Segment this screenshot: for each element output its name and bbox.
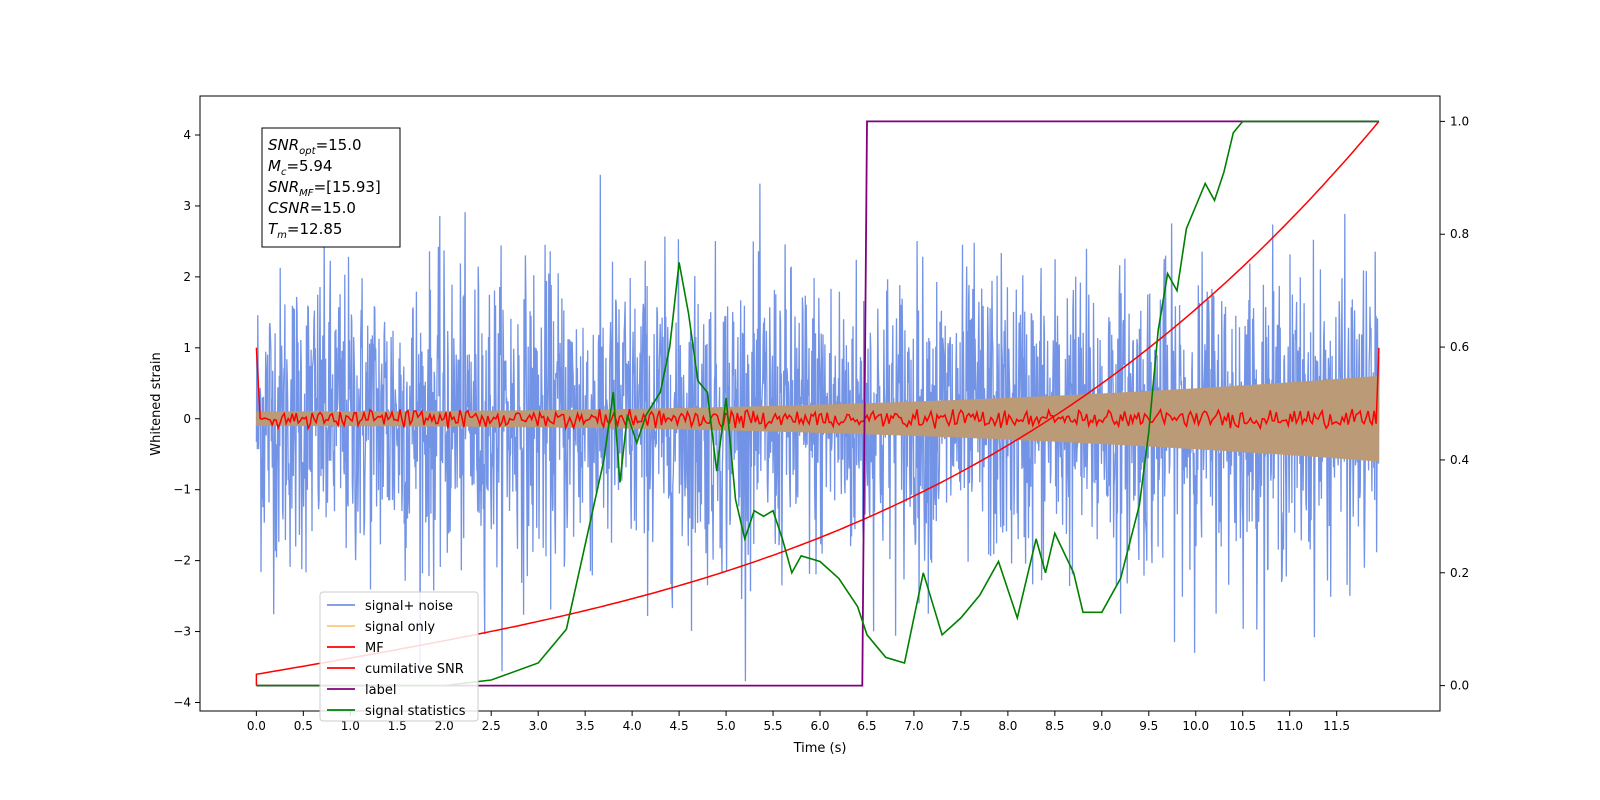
left-y-tick-label: 4 [183,128,191,142]
x-tick-label: 6.5 [857,719,876,733]
right-y-tick-label: 0.0 [1450,679,1469,693]
x-tick-label: 6.0 [810,719,829,733]
x-tick-label: 2.5 [482,719,501,733]
legend-entry: MF [365,641,384,656]
annotation-frame [261,127,401,248]
x-tick-label: 7.0 [904,719,923,733]
mf-line [255,347,1380,432]
x-tick-label: 3.0 [529,719,548,733]
legend-frame [319,591,479,722]
x-tick-label: 3.5 [576,719,595,733]
x-axis-label: Time (s) [793,741,847,756]
x-tick-label: 10.5 [1229,719,1256,733]
left-y-tick-label: 2 [183,270,191,284]
left-y-tick-label: 0 [183,412,191,426]
y-axis-label-left: Whitened strain [149,352,164,455]
annotation-line: Mc=5.94 [268,157,332,178]
x-tick-label: 0.0 [247,719,266,733]
legend-entry: label [365,683,396,698]
left-y-tick-label: −3 [173,625,191,639]
x-tick-label: 1.5 [388,719,407,733]
left-y-axis-ticks: 4 3 2 1 0 −1 −2 −3 −4 [173,128,200,709]
signal-only-band [256,375,1380,462]
left-y-tick-label: −4 [173,695,191,709]
x-tick-label: 0.5 [294,719,313,733]
x-tick-label: 7.5 [951,719,970,733]
x-tick-label: 9.0 [1092,719,1111,733]
annotation-box: SNRopt=15.0Mc=5.94SNRMF=[15.93]CSNR=15.0… [261,127,401,248]
legend-entry: signal only [365,620,435,635]
annotation-line: SNRMF=[15.93] [268,178,381,199]
x-tick-label: 4.0 [623,719,642,733]
label-line [256,120,1379,687]
x-tick-label: 11.0 [1276,719,1303,733]
right-y-tick-label: 0.6 [1450,340,1469,354]
right-y-tick-label: 1.0 [1450,114,1469,128]
annotation-line: Tm=12.85 [268,220,342,241]
x-tick-label: 4.5 [670,719,689,733]
x-tick-label: 10.0 [1182,719,1209,733]
annotation-line: SNRopt=15.0 [268,136,362,157]
x-tick-label: 5.5 [763,719,782,733]
x-tick-label: 2.0 [435,719,454,733]
x-axis-ticks: 0.0 0.5 1.0 1.5 2.0 2.5 3.0 3.5 4.0 4.5 5.0 5.5 6.0 6… [247,711,1350,733]
legend: signal+ noise signal only MF cumilative SNR… [319,591,479,722]
right-y-tick-label: 0.4 [1450,453,1469,467]
series-signal-only [256,375,1380,462]
x-tick-label: 5.0 [717,719,736,733]
left-y-tick-label: 1 [183,341,191,355]
x-tick-label: 9.5 [1139,719,1158,733]
legend-entry: signal+ noise [365,599,453,614]
series-signal-statistics [256,120,1379,687]
signal-statistics-line [256,120,1379,687]
right-y-axis-ticks: 1.0 0.8 0.6 0.4 0.2 0.0 [1440,114,1469,693]
legend-entry: cumilative SNR [365,662,464,677]
right-y-tick-label: 0.2 [1450,566,1469,580]
x-tick-label: 1.0 [341,719,360,733]
left-y-tick-label: 3 [183,199,191,213]
series-mf [255,347,1380,432]
annotation-line: CSNR=15.0 [268,199,356,217]
x-tick-label: 11.5 [1323,719,1350,733]
x-tick-label: 8.0 [998,719,1017,733]
series-label [256,120,1379,687]
x-tick-label: 8.5 [1045,719,1064,733]
legend-entry: signal statistics [365,704,466,719]
left-y-tick-label: −1 [173,483,191,497]
right-y-tick-label: 0.8 [1450,227,1469,241]
left-y-tick-label: −2 [173,554,191,568]
